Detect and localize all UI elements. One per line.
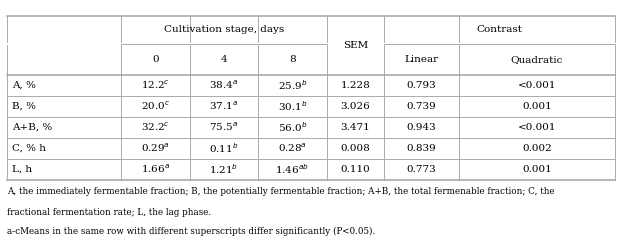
Text: Linear: Linear [405,55,439,64]
Text: 1.46$^{ab}$: 1.46$^{ab}$ [276,162,309,176]
Text: Cultivation stage, days: Cultivation stage, days [164,25,284,34]
Text: 3.471: 3.471 [341,123,370,132]
Text: 1.66$^{a}$: 1.66$^{a}$ [141,163,170,175]
Text: 0.773: 0.773 [407,165,437,174]
Text: 0.11$^{b}$: 0.11$^{b}$ [209,141,239,155]
Text: 1.228: 1.228 [341,81,370,90]
Text: 0.001: 0.001 [522,102,552,111]
Text: Contrast: Contrast [476,25,522,34]
Text: 0.739: 0.739 [407,102,437,111]
Text: 75.5$^{a}$: 75.5$^{a}$ [210,121,238,133]
Text: 0.839: 0.839 [407,144,437,153]
Text: 56.0$^{b}$: 56.0$^{b}$ [277,120,307,134]
Text: 30.1$^{b}$: 30.1$^{b}$ [277,99,307,113]
Text: 32.2$^{c}$: 32.2$^{c}$ [141,121,170,133]
Text: 0.28$^{a}$: 0.28$^{a}$ [278,142,307,154]
Text: 38.4$^{a}$: 38.4$^{a}$ [210,79,238,91]
Text: 20.0$^{c}$: 20.0$^{c}$ [141,100,170,112]
Text: 0: 0 [152,55,159,64]
Text: L, h: L, h [12,165,32,174]
Text: 0.001: 0.001 [522,165,552,174]
Text: SEM: SEM [343,41,368,49]
Text: 3.026: 3.026 [341,102,370,111]
Text: 0.29$^{a}$: 0.29$^{a}$ [141,142,170,154]
Text: 8: 8 [289,55,295,64]
Text: B, %: B, % [12,102,37,111]
Text: 1.21$^{b}$: 1.21$^{b}$ [210,162,238,176]
Text: 0.943: 0.943 [407,123,437,132]
Text: A, %: A, % [12,81,36,90]
Text: 12.2$^{c}$: 12.2$^{c}$ [141,79,170,91]
Text: Quadratic: Quadratic [511,55,563,64]
Text: 0.110: 0.110 [341,165,370,174]
Text: C, % h: C, % h [12,144,47,153]
Text: A, the immediately fermentable fraction; B, the potentially fermentable fraction: A, the immediately fermentable fraction;… [7,187,555,196]
Text: a-cMeans in the same row with different superscripts differ significantly (P<0.0: a-cMeans in the same row with different … [7,227,376,236]
Text: 4: 4 [221,55,227,64]
Text: <0.001: <0.001 [518,81,556,90]
Text: fractional fermentation rate; L, the lag phase.: fractional fermentation rate; L, the lag… [7,208,211,217]
Text: A+B, %: A+B, % [12,123,53,132]
Text: 37.1$^{a}$: 37.1$^{a}$ [210,100,238,112]
Text: 0.008: 0.008 [341,144,370,153]
Text: 0.002: 0.002 [522,144,552,153]
Text: 0.793: 0.793 [407,81,437,90]
Text: <0.001: <0.001 [518,123,556,132]
Text: 25.9$^{b}$: 25.9$^{b}$ [277,78,307,92]
